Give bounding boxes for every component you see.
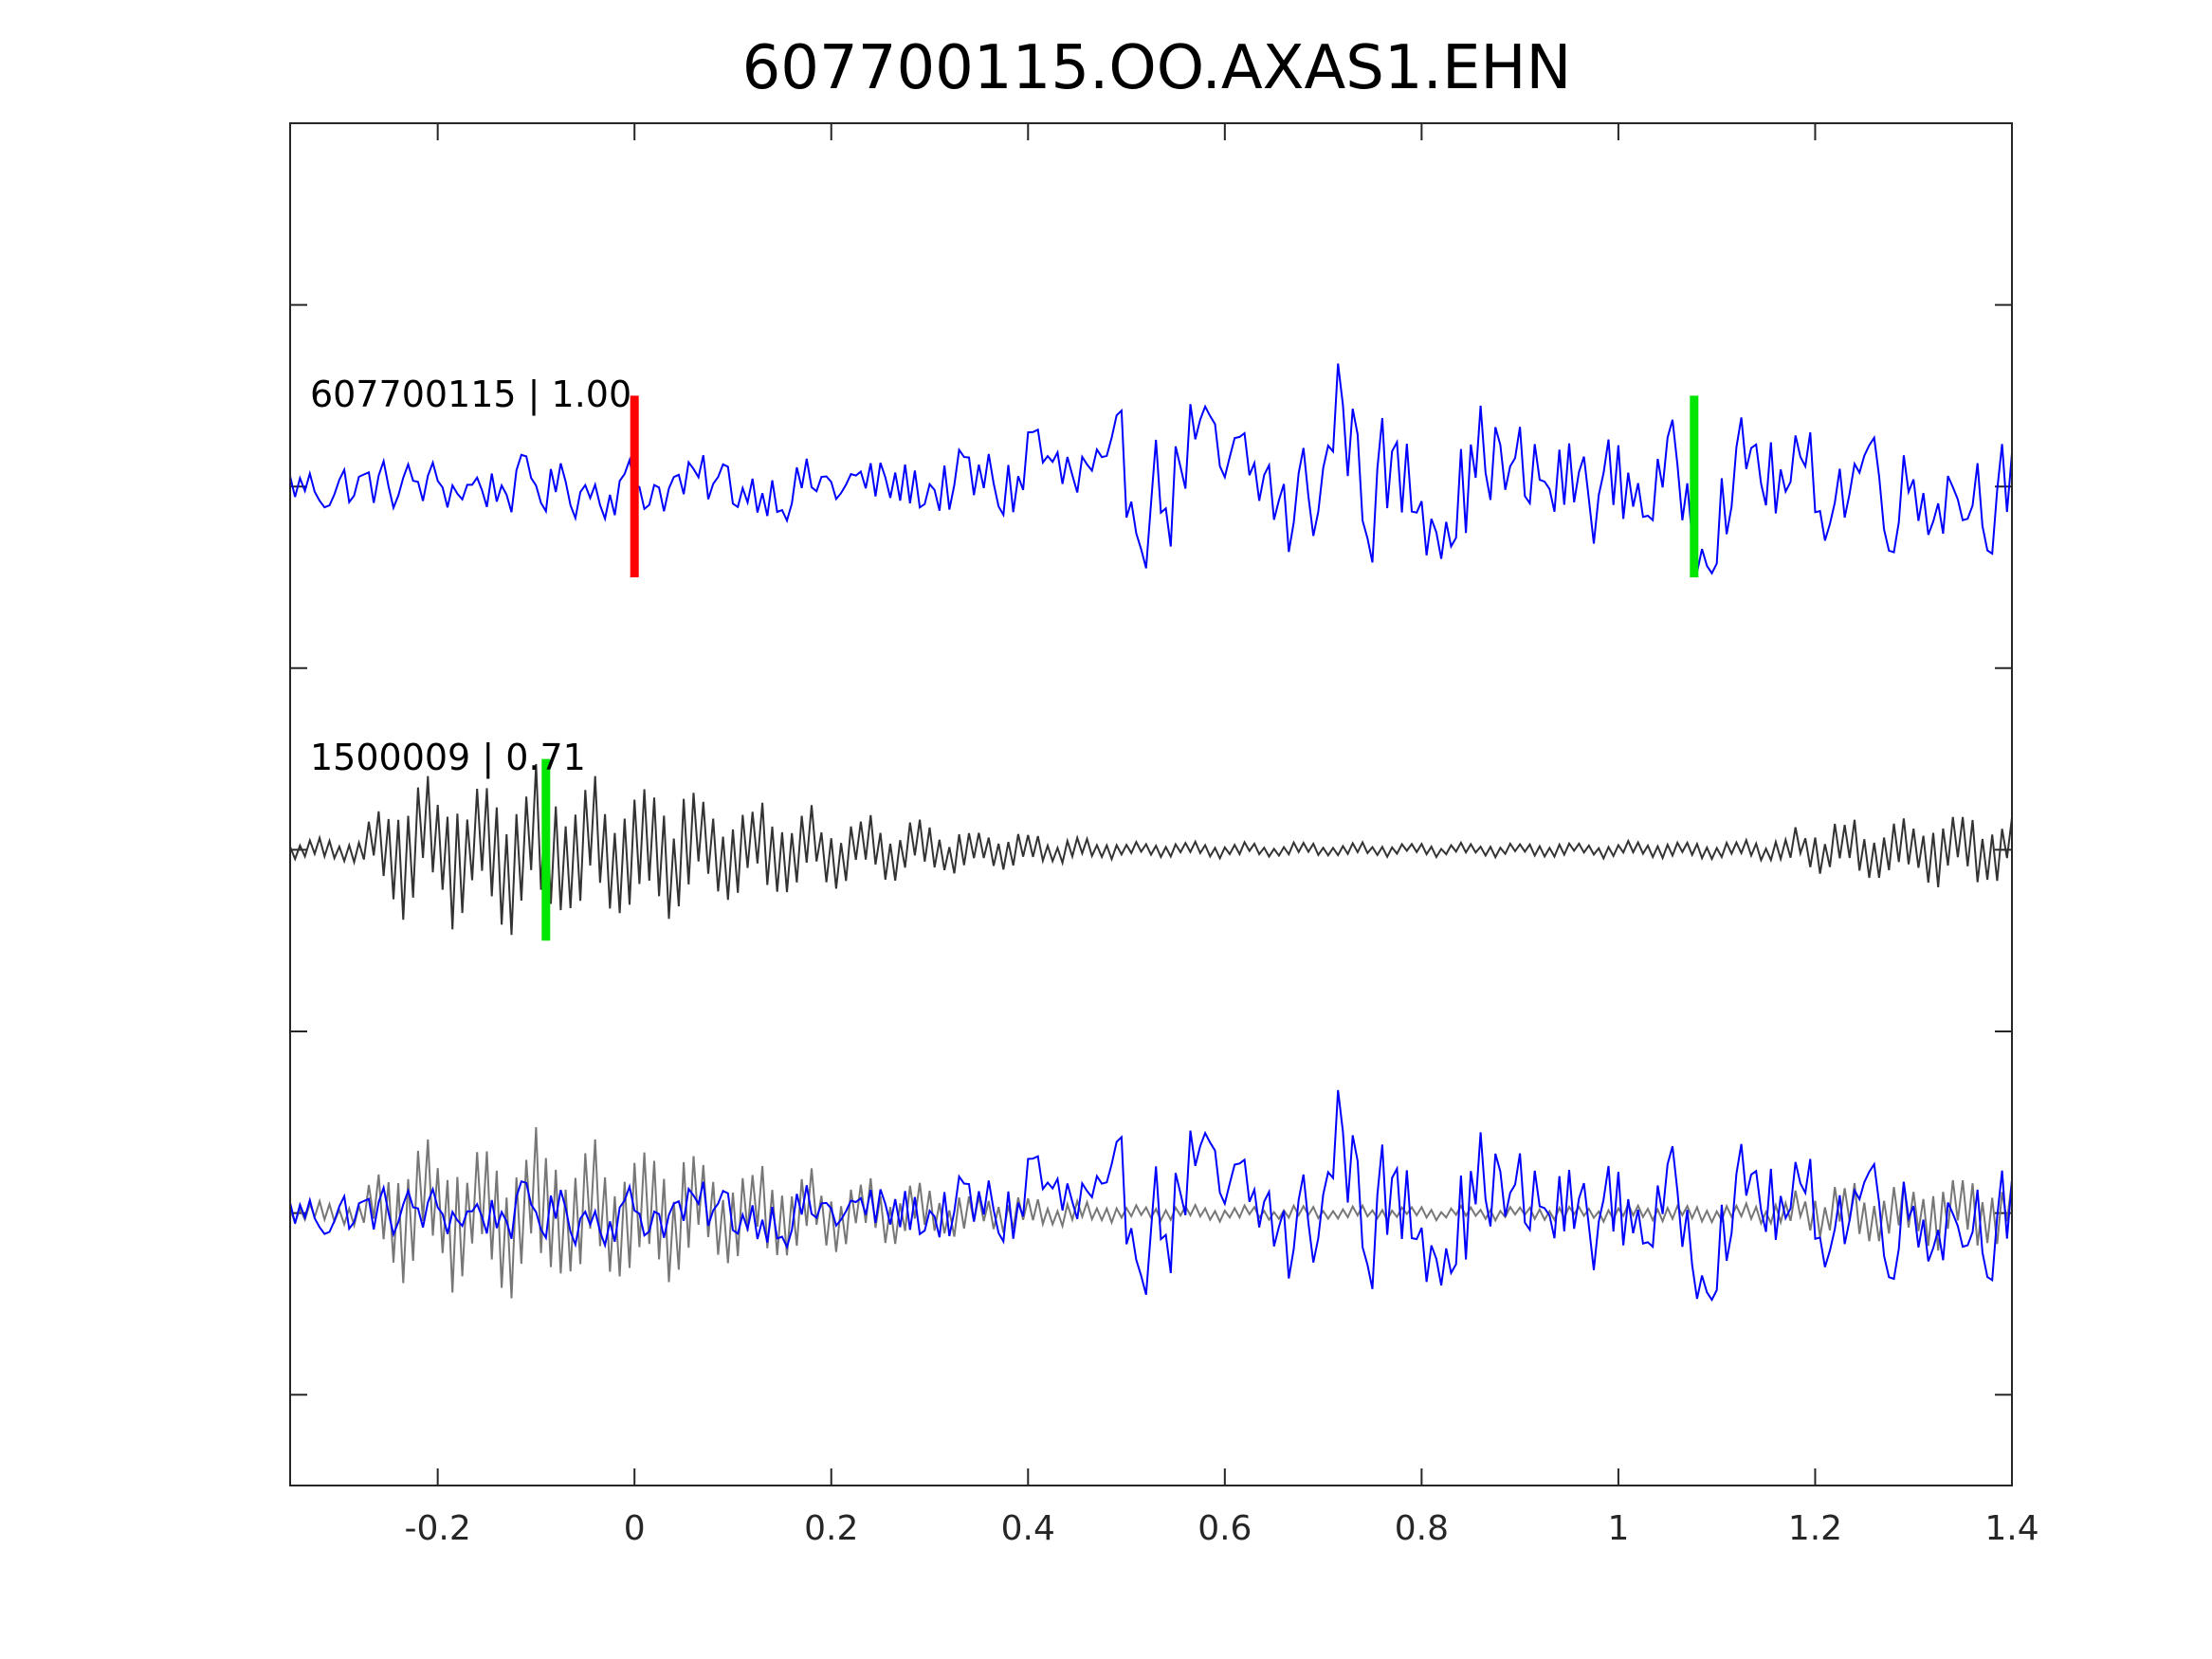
trace-label: 607700115 | 1.00 [310, 374, 631, 416]
x-tick-label: 1.2 [1788, 1509, 1842, 1548]
phase-picks [541, 395, 1699, 941]
trace-line-0 [289, 363, 2013, 575]
axis-ticks: -0.2 0 0.2 0.4 0.6 0.8 1 1.2 1.4 [290, 122, 2039, 1548]
x-tick-label: 0.4 [1001, 1509, 1055, 1548]
chart-title: 607700115.OO.AXAS1.EHN [742, 33, 1572, 103]
x-tick-label: 0.2 [804, 1509, 858, 1548]
trace-line-1 [289, 763, 2013, 936]
trace-labels: 607700115 | 1.00 1500009 | 0.71 [310, 374, 631, 779]
x-tick-label: 1.4 [1984, 1509, 2038, 1548]
x-tick-label: -0.2 [405, 1509, 471, 1548]
trace-label: 1500009 | 0.71 [310, 737, 586, 779]
trace-lines [289, 363, 2013, 1303]
x-tick-label: 1 [1607, 1509, 1629, 1548]
x-tick-label: 0.8 [1395, 1509, 1449, 1548]
trace-line-3 [289, 1089, 2013, 1303]
x-tick-label: 0 [624, 1509, 646, 1548]
plot-frame [289, 122, 2013, 1486]
x-tick-label: 0.6 [1197, 1509, 1252, 1548]
